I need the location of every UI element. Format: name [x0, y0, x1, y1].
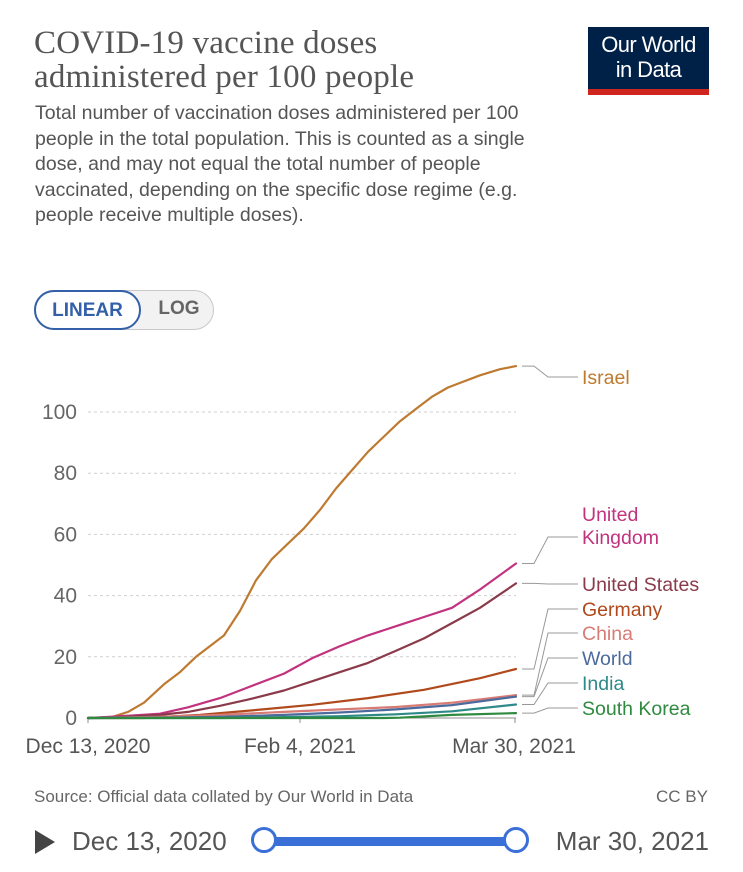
series-label: Israel — [582, 367, 630, 389]
series-label: South Korea — [582, 698, 691, 720]
series-label-connector — [522, 365, 578, 378]
line-chart: 0 20 40 60 80 100 Dec 13, 2020 Feb 4, 2021 Mar … — [26, 365, 699, 758]
y-tick-label: 100 — [42, 401, 77, 424]
logo-line2: in Data — [615, 57, 682, 82]
y-tick-label: 80 — [54, 462, 77, 485]
x-tick-label: Dec 13, 2020 — [26, 735, 151, 758]
series-label-connector — [522, 657, 578, 698]
timeline-end-handle[interactable] — [503, 827, 529, 853]
series-label-connector — [522, 632, 578, 696]
owid-logo[interactable]: Our World in Data — [588, 27, 709, 95]
series-label: United — [582, 504, 638, 526]
logo-line1: Our World — [601, 32, 696, 57]
chart-title: COVID-19 vaccine doses administered per … — [34, 25, 415, 95]
license-link[interactable]: CC BY — [656, 787, 708, 806]
linear-scale-button[interactable]: LINEAR — [34, 290, 141, 330]
series-label: Germany — [582, 599, 662, 621]
x-tick-label: Feb 4, 2021 — [244, 735, 356, 758]
series-line — [86, 365, 518, 720]
series-line — [86, 712, 518, 720]
x-tick-label: Mar 30, 2021 — [452, 735, 576, 758]
series-label: China — [582, 623, 633, 645]
y-tick-label: 60 — [54, 523, 77, 546]
y-tick-label: 0 — [65, 707, 77, 730]
source-note: Source: Official data collated by Our Wo… — [34, 787, 414, 806]
timeline-end-label: Mar 30, 2021 — [555, 826, 709, 856]
series-lines — [86, 365, 518, 720]
series-label-connector — [522, 536, 578, 564]
y-axis: 0 20 40 60 80 100 — [42, 401, 77, 730]
series-label: Kingdom — [582, 527, 659, 549]
series-label-connector — [522, 582, 578, 585]
series-label-connector — [522, 707, 578, 714]
timeline: Dec 13, 2020 Mar 30, 2021 — [0, 820, 743, 864]
chart-subtitle: Total number of vaccination doses admini… — [35, 102, 525, 226]
x-axis: Dec 13, 2020 Feb 4, 2021 Mar 30, 2021 — [26, 718, 576, 758]
series-label-connector — [522, 682, 578, 705]
series-label: World — [582, 648, 633, 670]
y-tick-label: 40 — [54, 585, 77, 608]
series-line — [86, 582, 518, 720]
grid-lines — [88, 411, 516, 719]
scale-toggle: LINEAR LOG — [34, 290, 214, 330]
timeline-start-handle[interactable] — [251, 827, 277, 853]
timeline-track[interactable] — [264, 837, 516, 846]
timeline-start-label: Dec 13, 2020 — [72, 826, 227, 856]
series-label-connector — [522, 608, 578, 670]
series-label: United States — [582, 574, 699, 596]
series-line — [86, 562, 518, 720]
series-label: India — [582, 673, 624, 695]
play-icon[interactable] — [35, 830, 55, 854]
y-tick-label: 20 — [54, 646, 77, 669]
log-scale-button[interactable]: LOG — [158, 298, 200, 319]
